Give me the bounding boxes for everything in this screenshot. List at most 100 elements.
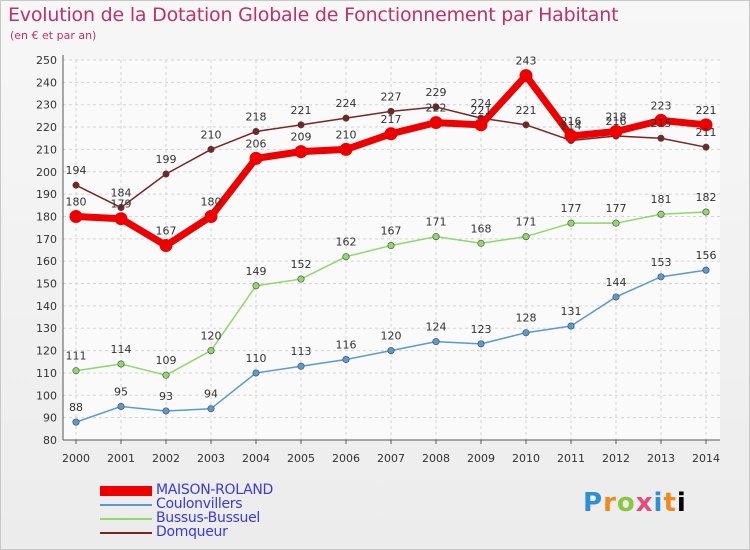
data-point bbox=[342, 253, 350, 261]
data-point bbox=[567, 219, 575, 227]
y-tick-label: 170 bbox=[36, 233, 57, 246]
chart-title: Evolution de la Dotation Globale de Fonc… bbox=[8, 4, 619, 26]
data-point bbox=[477, 340, 485, 348]
y-tick-label: 120 bbox=[36, 345, 57, 358]
y-tick-label: 240 bbox=[36, 76, 57, 89]
series-coulonvillers bbox=[72, 266, 710, 426]
data-point bbox=[564, 129, 578, 143]
y-tick-label: 110 bbox=[36, 367, 57, 380]
data-point bbox=[162, 170, 170, 178]
data-point bbox=[702, 208, 710, 216]
data-label: 180 bbox=[201, 195, 222, 208]
data-label: 144 bbox=[606, 276, 627, 289]
x-tick-label: 2004 bbox=[242, 452, 270, 465]
x-tick-label: 2009 bbox=[467, 452, 495, 465]
x-tick-label: 2013 bbox=[647, 452, 675, 465]
data-point bbox=[297, 362, 305, 370]
data-label: 116 bbox=[336, 339, 357, 352]
x-tick-label: 2006 bbox=[332, 452, 360, 465]
data-point bbox=[252, 282, 260, 290]
data-point bbox=[567, 322, 575, 330]
data-point bbox=[432, 233, 440, 241]
data-point bbox=[297, 275, 305, 283]
y-tick-label: 180 bbox=[36, 210, 57, 223]
data-point bbox=[117, 402, 125, 410]
data-label: 206 bbox=[246, 137, 267, 150]
logo-letter: r bbox=[603, 488, 617, 518]
data-point bbox=[249, 151, 263, 165]
logo-letter: o bbox=[616, 488, 636, 518]
data-point bbox=[429, 116, 443, 130]
data-point bbox=[252, 128, 260, 136]
x-tick-label: 2003 bbox=[197, 452, 225, 465]
data-point bbox=[162, 407, 170, 415]
y-tick-label: 220 bbox=[36, 121, 57, 134]
data-label: 243 bbox=[516, 55, 537, 68]
y-tick-label: 130 bbox=[36, 322, 57, 335]
data-point bbox=[162, 371, 170, 379]
y-tick-label: 190 bbox=[36, 188, 57, 201]
series-domqueur bbox=[72, 103, 710, 212]
data-point bbox=[657, 134, 665, 142]
data-label: 109 bbox=[156, 354, 177, 367]
data-label: 216 bbox=[561, 115, 582, 128]
series-maison-roland bbox=[69, 69, 713, 253]
data-label: 93 bbox=[159, 390, 173, 403]
data-label: 111 bbox=[66, 350, 87, 363]
data-label: 210 bbox=[201, 128, 222, 141]
data-label: 218 bbox=[246, 111, 267, 124]
data-label: 95 bbox=[114, 385, 128, 398]
x-tick-label: 2000 bbox=[62, 452, 90, 465]
data-label: 177 bbox=[561, 202, 582, 215]
data-label: 128 bbox=[516, 312, 537, 325]
data-label: 167 bbox=[156, 225, 177, 238]
x-tick-label: 2008 bbox=[422, 452, 450, 465]
data-label: 227 bbox=[381, 90, 402, 103]
y-tick-label: 230 bbox=[36, 99, 57, 112]
logo-letter: t bbox=[663, 488, 677, 518]
y-tick-label: 210 bbox=[36, 143, 57, 156]
data-point bbox=[342, 356, 350, 364]
data-label: 221 bbox=[516, 104, 537, 117]
legend-swatch-coulonvillers bbox=[100, 504, 152, 506]
data-label: 120 bbox=[381, 330, 402, 343]
data-point bbox=[72, 418, 80, 426]
data-label: 221 bbox=[696, 104, 717, 117]
data-point bbox=[204, 209, 218, 223]
data-label: 224 bbox=[336, 97, 357, 110]
series-bussus-bussuel bbox=[72, 208, 710, 379]
data-point bbox=[432, 103, 440, 111]
data-point bbox=[522, 233, 530, 241]
y-tick-label: 140 bbox=[36, 300, 57, 313]
data-label: 222 bbox=[426, 102, 447, 115]
data-label: 199 bbox=[156, 153, 177, 166]
y-tick-label: 150 bbox=[36, 278, 57, 291]
proxiti-logo: Proxiti bbox=[583, 488, 687, 518]
data-point bbox=[294, 145, 308, 159]
data-point bbox=[339, 142, 353, 156]
data-label: 214 bbox=[561, 119, 582, 132]
data-point bbox=[117, 360, 125, 368]
legend-swatch-bussus-bussuel bbox=[100, 518, 152, 520]
data-point bbox=[159, 239, 173, 253]
data-label: 156 bbox=[696, 249, 717, 262]
data-label: 113 bbox=[291, 345, 312, 358]
data-point bbox=[612, 219, 620, 227]
data-point bbox=[384, 127, 398, 141]
data-point bbox=[342, 114, 350, 122]
data-point bbox=[387, 242, 395, 250]
legend-label: Coulonvillers bbox=[156, 496, 243, 512]
data-label: 182 bbox=[696, 191, 717, 204]
data-label: 167 bbox=[381, 225, 402, 238]
data-label: 210 bbox=[336, 128, 357, 141]
data-point bbox=[702, 143, 710, 151]
logo-letter: P bbox=[583, 488, 604, 518]
x-tick-label: 2005 bbox=[287, 452, 315, 465]
plot-area bbox=[63, 60, 720, 440]
x-tick-label: 2010 bbox=[512, 452, 540, 465]
data-label: 162 bbox=[336, 236, 357, 249]
data-point bbox=[657, 210, 665, 218]
data-label: 120 bbox=[201, 330, 222, 343]
